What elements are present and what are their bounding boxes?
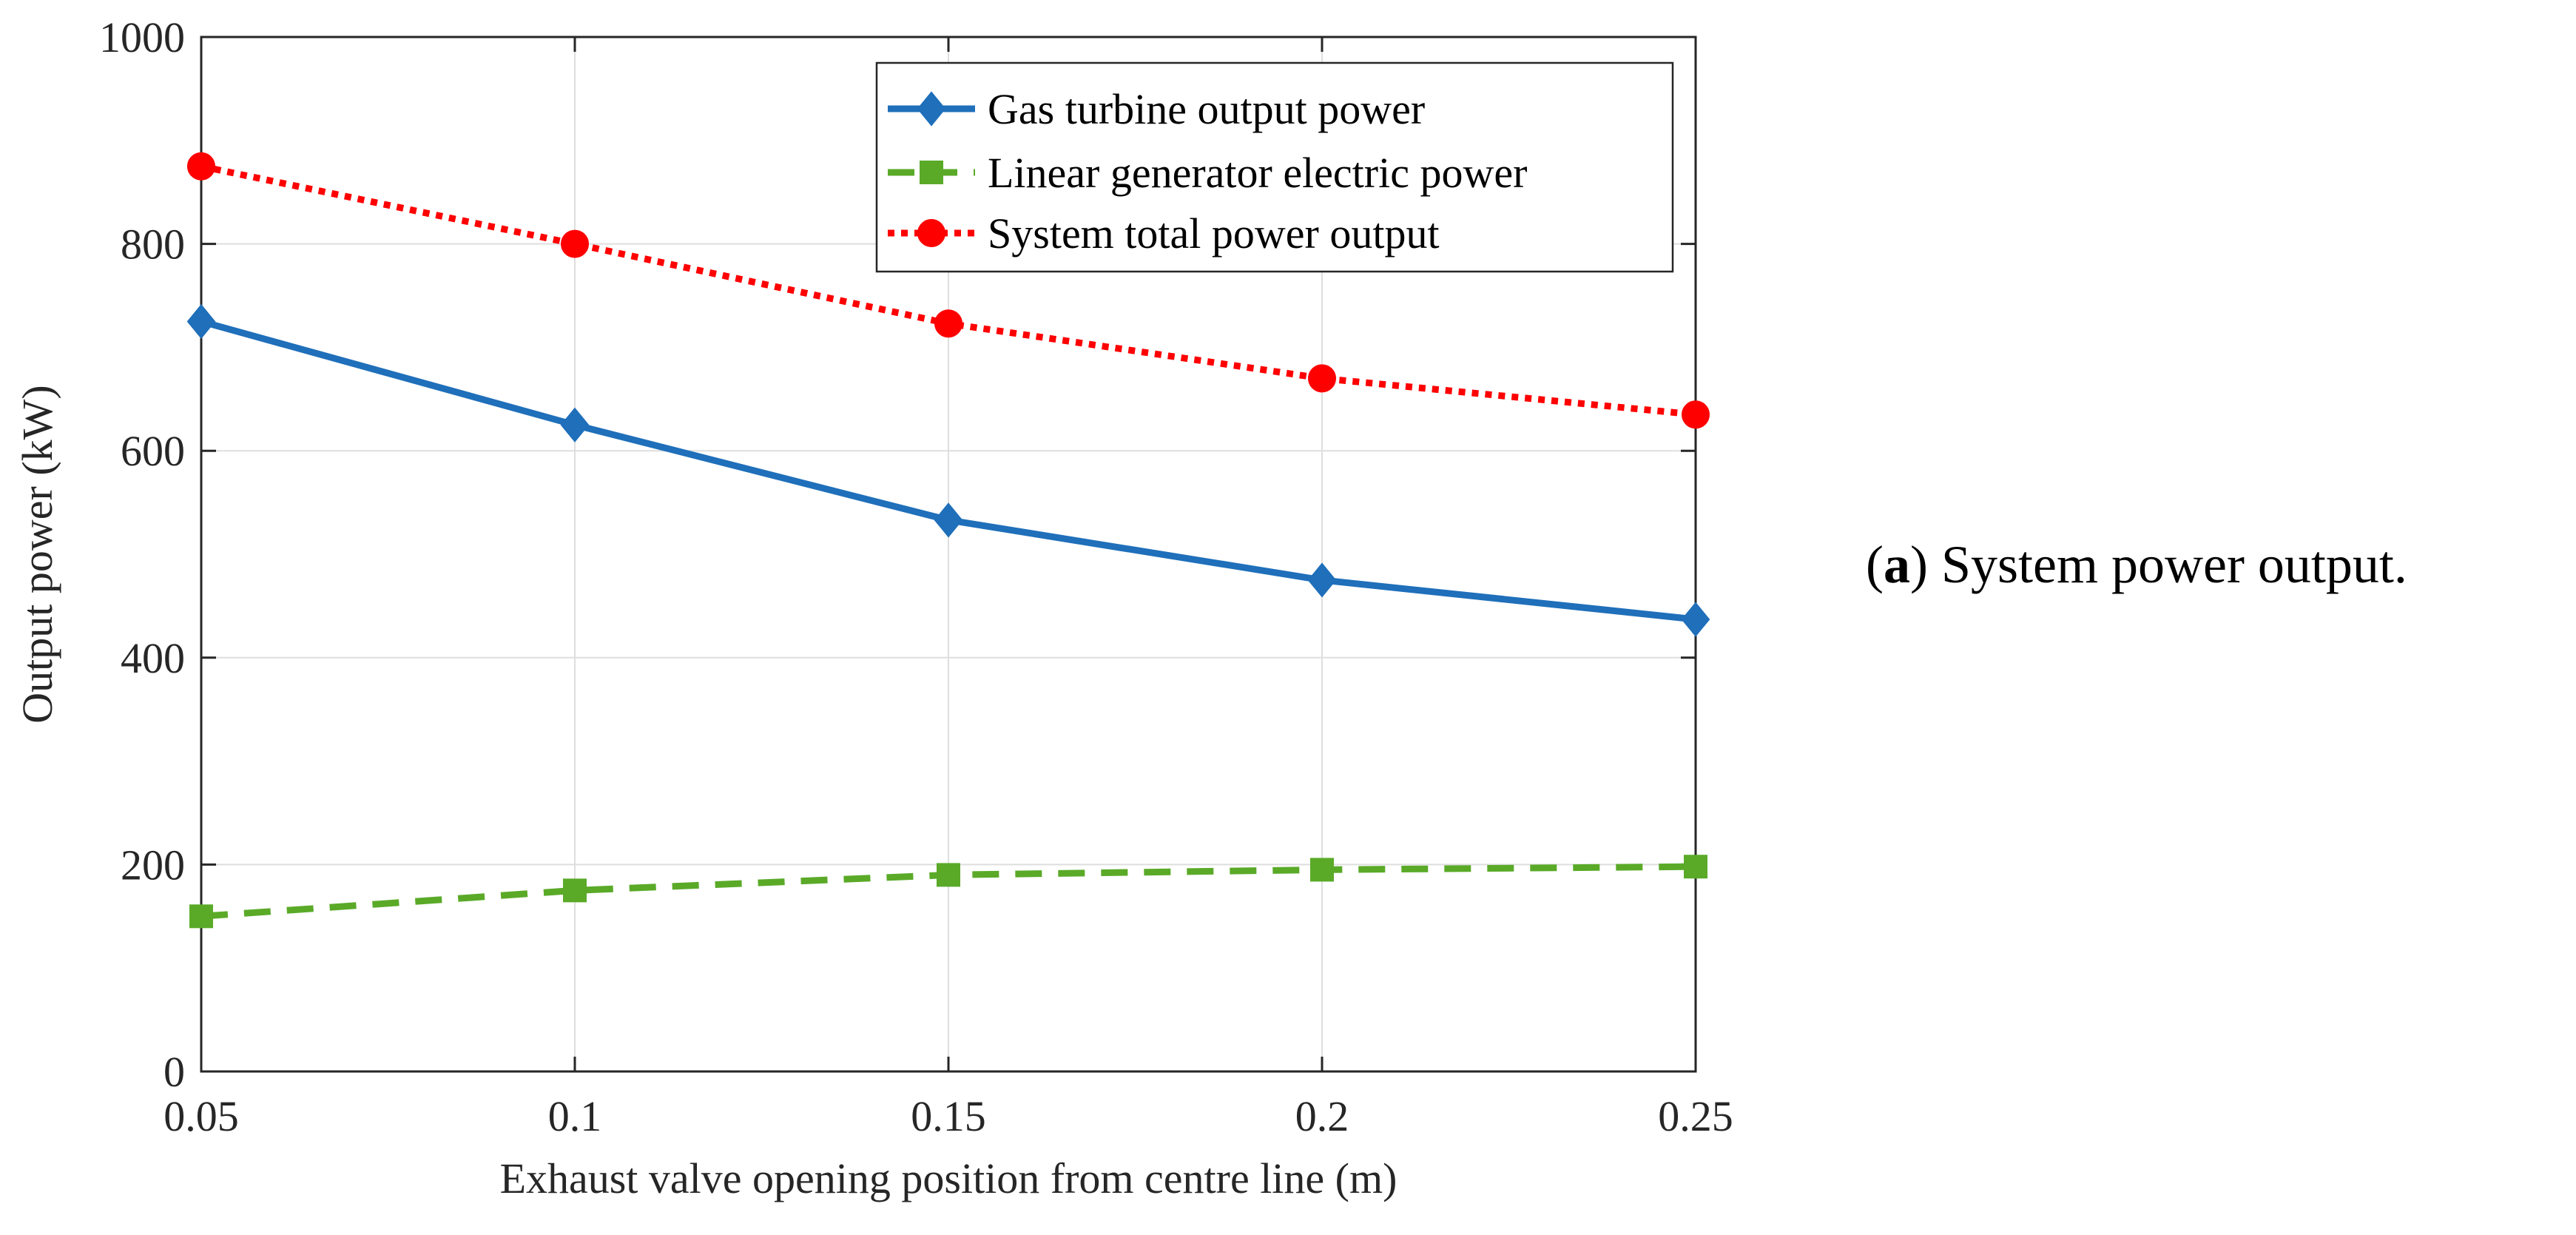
x-tick-label: 0.1 <box>548 1092 602 1140</box>
y-tick-label: 400 <box>121 634 185 682</box>
series-2 <box>189 855 1707 929</box>
y-tick-label: 1000 <box>99 13 185 61</box>
caption-label: a <box>1883 535 1910 594</box>
legend-marker <box>920 161 943 184</box>
series-layer <box>186 152 1710 929</box>
data-point <box>1684 855 1707 879</box>
caption-text: System power output. <box>1941 535 2407 594</box>
series-1 <box>186 303 1710 637</box>
x-tick-label: 0.2 <box>1295 1092 1349 1140</box>
legend-label: Linear generator electric power <box>988 149 1527 197</box>
legend-label: System total power output <box>988 209 1440 258</box>
data-point <box>560 407 590 442</box>
data-point <box>1308 364 1336 393</box>
x-tick-label: 0.15 <box>911 1092 986 1140</box>
legend: Gas turbine output power Linear generator… <box>875 61 1674 273</box>
data-point <box>1307 562 1337 598</box>
data-point <box>1681 602 1710 637</box>
x-axis-title: Exhaust valve opening position from cent… <box>500 1154 1397 1202</box>
data-point <box>189 904 213 929</box>
x-tick-label: 0.05 <box>163 1092 239 1140</box>
y-tick-label: 800 <box>121 221 185 269</box>
legend-entries: Gas turbine output power Linear generator… <box>888 85 1527 258</box>
data-point <box>186 303 216 340</box>
legend-box <box>875 61 1674 273</box>
legend-marker <box>917 219 945 247</box>
legend-label: Gas turbine output power <box>988 85 1425 133</box>
data-point <box>934 502 963 538</box>
y-tick-label: 0 <box>163 1048 185 1096</box>
series-3 <box>187 152 1710 429</box>
legend-entry-3: System total power output <box>888 209 1440 258</box>
y-axis-title: Output power (kW) <box>13 385 61 723</box>
data-point <box>1310 858 1334 882</box>
data-point <box>934 309 962 338</box>
x-tick-labels: 0.05 0.1 0.15 0.2 0.25 <box>163 1092 1733 1140</box>
y-tick-label: 200 <box>121 841 185 889</box>
data-point <box>563 878 587 903</box>
legend-entry-2: Linear generator electric power <box>888 149 1527 197</box>
y-tick-label: 600 <box>121 427 185 475</box>
x-tick-label: 0.25 <box>1658 1092 1733 1140</box>
data-point <box>937 863 960 887</box>
data-point <box>1682 400 1710 429</box>
legend-entry-1: Gas turbine output power <box>888 85 1425 133</box>
data-point <box>187 152 215 181</box>
figure-caption: (a) System power output. <box>1866 535 2407 594</box>
data-point <box>561 229 589 258</box>
y-tick-labels: 0 200 400 600 800 1000 <box>99 13 185 1096</box>
legend-marker <box>917 91 946 127</box>
